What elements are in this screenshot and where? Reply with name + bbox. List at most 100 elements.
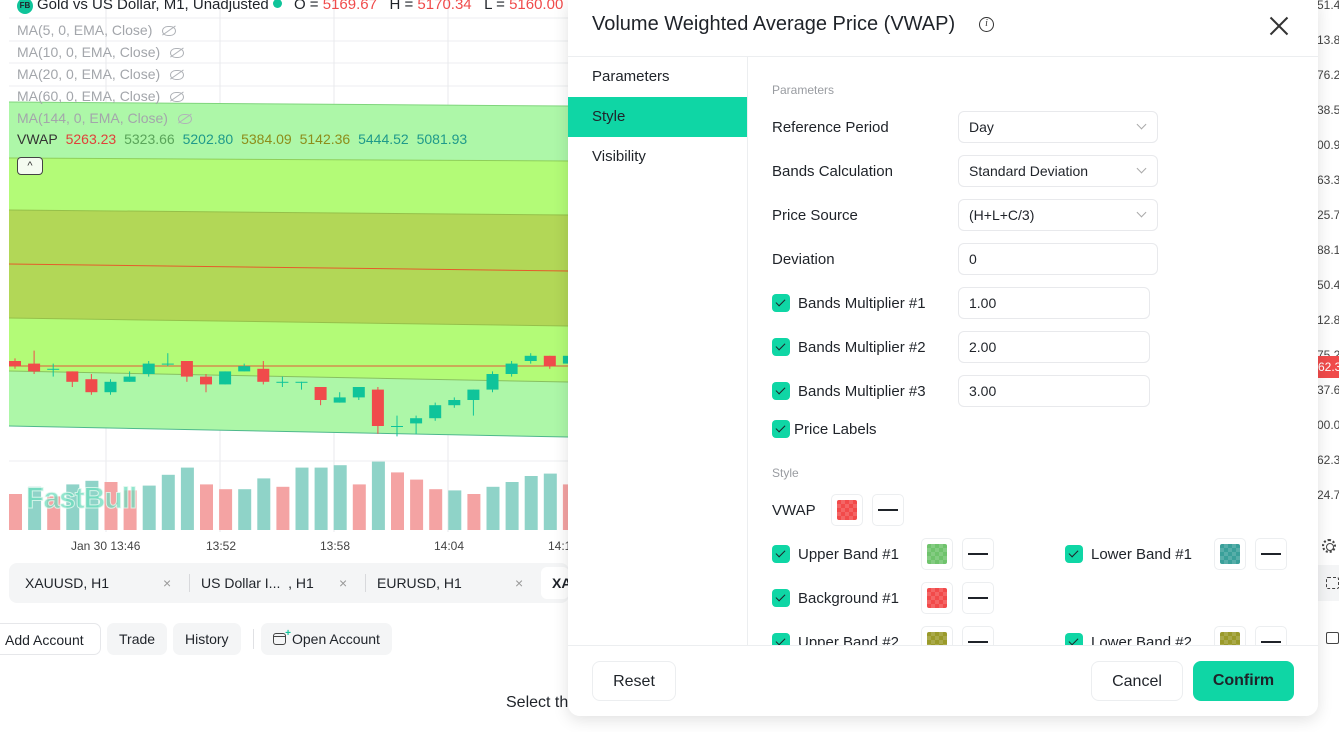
background-1-label: Background #1 bbox=[798, 590, 899, 607]
add-account-button[interactable]: Add Account bbox=[0, 623, 101, 655]
open-account-label: Open Account bbox=[292, 631, 380, 647]
color-swatch bbox=[1220, 544, 1240, 564]
indicator-ma144[interactable]: MA(144, 0, EMA, Close) bbox=[17, 110, 192, 126]
open-account-button[interactable]: Open Account bbox=[261, 618, 392, 655]
info-icon[interactable]: i bbox=[979, 17, 994, 32]
bands-multiplier-3-checkbox[interactable] bbox=[772, 382, 790, 400]
candle-body bbox=[257, 368, 270, 382]
indicator-ma20[interactable]: MA(20, 0, EMA, Close) bbox=[17, 66, 185, 82]
indicator-ma60[interactable]: MA(60, 0, EMA, Close) bbox=[17, 88, 185, 104]
eye-hidden-icon[interactable] bbox=[162, 26, 177, 36]
symbol-tab-xauusd[interactable]: XAUUSD, H1 × bbox=[9, 563, 185, 603]
symbol-tab-label: US Dollar I... , H1 bbox=[201, 575, 314, 591]
dialog-content[interactable]: Parameters Reference Period Day Bands Ca… bbox=[748, 57, 1318, 645]
cancel-button[interactable]: Cancel bbox=[1091, 661, 1183, 701]
lower-band-2-line-style-picker[interactable] bbox=[1255, 626, 1287, 645]
symbol-tab-label: EURUSD, H1 bbox=[377, 575, 462, 591]
lower-band-2-checkbox[interactable] bbox=[1065, 633, 1083, 645]
indicator-ma10[interactable]: MA(10, 0, EMA, Close) bbox=[17, 44, 185, 60]
symbol-tabs-bar: XAUUSD, H1 × US Dollar I... , H1 × EURUS… bbox=[9, 563, 571, 603]
candle-body bbox=[543, 355, 556, 367]
trade-button[interactable]: Trade bbox=[107, 623, 168, 655]
sidebar-item-visibility[interactable]: Visibility bbox=[568, 137, 747, 177]
background-1-line-style-picker[interactable] bbox=[962, 582, 994, 614]
collapse-legend-button[interactable]: ^ bbox=[17, 157, 43, 175]
indicator-ma5[interactable]: MA(5, 0, EMA, Close) bbox=[17, 22, 177, 38]
sidebar-item-parameters[interactable]: Parameters bbox=[568, 57, 747, 97]
candle-body bbox=[180, 361, 193, 377]
bands-multiplier-3-input[interactable]: 3.00 bbox=[958, 375, 1150, 407]
volume-bar bbox=[524, 476, 538, 530]
chart-settings-gear-icon[interactable] bbox=[1322, 539, 1336, 553]
volume-bar bbox=[123, 490, 137, 530]
reset-button[interactable]: Reset bbox=[592, 661, 676, 701]
candle-body bbox=[505, 363, 518, 374]
indicator-label: MA(20, 0, EMA, Close) bbox=[17, 66, 161, 82]
bands-multiplier-1-checkbox[interactable] bbox=[772, 294, 790, 312]
sidebar-item-style[interactable]: Style bbox=[568, 97, 747, 137]
symbol-tab-us-dollar-index[interactable]: US Dollar I... , H1 × bbox=[185, 563, 361, 603]
close-tab-icon[interactable]: × bbox=[515, 575, 524, 591]
price-chart[interactable] bbox=[0, 0, 1339, 560]
candle-body bbox=[314, 387, 327, 400]
reference-period-select[interactable]: Day bbox=[958, 111, 1158, 143]
eye-hidden-icon[interactable] bbox=[170, 92, 185, 102]
fullscreen-icon[interactable] bbox=[1326, 577, 1339, 589]
symbol-tab-eurusd[interactable]: EURUSD, H1 × bbox=[361, 563, 537, 603]
close-tab-icon[interactable]: × bbox=[339, 575, 348, 591]
bands-multiplier-1-input[interactable]: 1.00 bbox=[958, 287, 1150, 319]
input-value: 0 bbox=[969, 251, 977, 267]
candle-body bbox=[486, 374, 499, 390]
confirm-button[interactable]: Confirm bbox=[1193, 661, 1294, 701]
vwap-color-picker[interactable] bbox=[831, 494, 863, 526]
volume-bar bbox=[238, 489, 252, 530]
history-button[interactable]: History bbox=[173, 623, 241, 655]
chart-title-line: FB Gold vs US Dollar, M1, Unadjusted O = … bbox=[17, 0, 612, 14]
background-1-checkbox[interactable] bbox=[772, 589, 790, 607]
lower-band-2-color-picker[interactable] bbox=[1214, 626, 1246, 645]
bands-multiplier-2-checkbox[interactable] bbox=[772, 338, 790, 356]
price-source-select[interactable]: (H+L+C/3) bbox=[958, 199, 1158, 231]
select-value: (H+L+C/3) bbox=[969, 207, 1035, 223]
price-axis-label: 62.3 bbox=[1317, 453, 1339, 467]
vwap-style-label: VWAP bbox=[772, 502, 816, 519]
deviation-input[interactable]: 0 bbox=[958, 243, 1158, 275]
volume-bar bbox=[276, 486, 290, 530]
eye-hidden-icon[interactable] bbox=[170, 70, 185, 80]
eye-hidden-icon[interactable] bbox=[170, 48, 185, 58]
eye-hidden-icon[interactable] bbox=[177, 114, 192, 124]
style-section-label: Style bbox=[772, 466, 799, 480]
candle-body bbox=[104, 381, 117, 393]
bands-multiplier-2-input[interactable]: 2.00 bbox=[958, 331, 1150, 363]
lower-band-2-line bbox=[8, 370, 569, 383]
background-1-color-picker[interactable] bbox=[921, 582, 953, 614]
symbol-tab-active[interactable]: XA bbox=[541, 567, 571, 599]
price-labels-checkbox[interactable] bbox=[772, 420, 790, 438]
upper-band-1-checkbox[interactable] bbox=[772, 545, 790, 563]
lower-band-1-color-picker[interactable] bbox=[1214, 538, 1246, 570]
upper-band-1-line-style-picker[interactable] bbox=[962, 538, 994, 570]
fullscreen-row bbox=[1317, 565, 1339, 601]
ohlc-open-value: 5169.67 bbox=[322, 0, 377, 13]
volume-bar bbox=[371, 461, 385, 530]
close-icon[interactable] bbox=[1268, 15, 1290, 37]
sidebar-item-label: Style bbox=[592, 108, 626, 125]
panel-toggle-icon[interactable] bbox=[1326, 632, 1339, 644]
volume-bar bbox=[28, 486, 42, 530]
vwap-line-style-picker[interactable] bbox=[872, 494, 904, 526]
candle-body bbox=[85, 379, 98, 393]
candle-body bbox=[467, 389, 480, 400]
upper-band-2-color-picker[interactable] bbox=[921, 626, 953, 645]
lower-band-1-checkbox[interactable] bbox=[1065, 545, 1083, 563]
lower-band-1-line-style-picker[interactable] bbox=[1255, 538, 1287, 570]
upper-band-2-line-style-picker[interactable] bbox=[962, 626, 994, 645]
volume-bar bbox=[486, 486, 500, 530]
upper-band-1-color-picker[interactable] bbox=[921, 538, 953, 570]
vwap-legend[interactable]: VWAP 5263.23 5323.66 5202.80 5384.09 514… bbox=[17, 131, 471, 147]
bands-calculation-select[interactable]: Standard Deviation bbox=[958, 155, 1158, 187]
upper-band-2-checkbox[interactable] bbox=[772, 633, 790, 645]
sidebar-item-label: Parameters bbox=[592, 68, 670, 85]
price-axis-label: 37.6 bbox=[1317, 383, 1339, 397]
close-tab-icon[interactable]: × bbox=[163, 575, 172, 591]
